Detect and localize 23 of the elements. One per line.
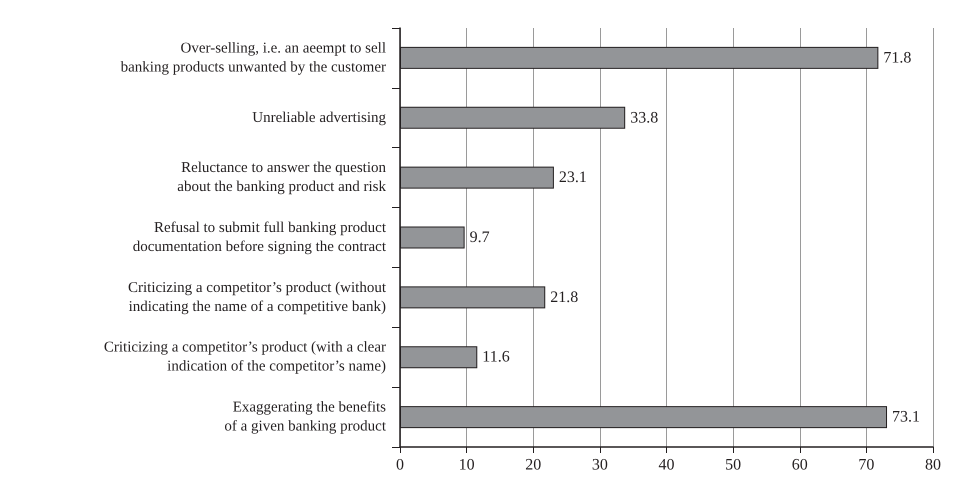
y-tick-label: Criticizing a competitor’s product (with a clear indication of the competitor’s name)	[104, 340, 386, 375]
x-tick-label: 60	[792, 456, 808, 474]
x-tick-label: 0	[396, 456, 404, 474]
x-tick-label: 40	[658, 456, 674, 474]
y-tick-label: Over-selling, i.e. an aeempt to sell banking products unwanted by the customer	[120, 40, 386, 76]
data-label: 21.8	[550, 288, 578, 306]
y-tick-label: Exaggerating the benefits of a given banking product	[224, 400, 387, 435]
x-tick-label: 80	[925, 456, 941, 474]
data-label: 33.8	[630, 109, 658, 126]
data-label: 23.1	[558, 169, 587, 186]
x-tick-label: 20	[525, 456, 542, 474]
y-tick-label: Unreliable advertising	[252, 110, 386, 126]
y-tick-label: Reluctance to answer the question about the banking product and risk	[177, 160, 386, 196]
data-label: 11.6	[482, 348, 510, 366]
data-label: 9.7	[470, 229, 490, 246]
y-tick-label: Criticizing a competitor’s product (without indicating the name of a competitive bank)	[128, 280, 387, 315]
y-tick-label: Refusal to submit full banking product documentation before signing the contract	[132, 220, 387, 255]
x-tick-label: 70	[858, 456, 874, 474]
x-tick-label: 10	[458, 456, 475, 474]
data-label: 71.8	[883, 49, 912, 66]
x-tick-label: 50	[725, 456, 742, 474]
data-label: 73.1	[892, 408, 920, 426]
x-tick-label: 30	[592, 456, 608, 474]
